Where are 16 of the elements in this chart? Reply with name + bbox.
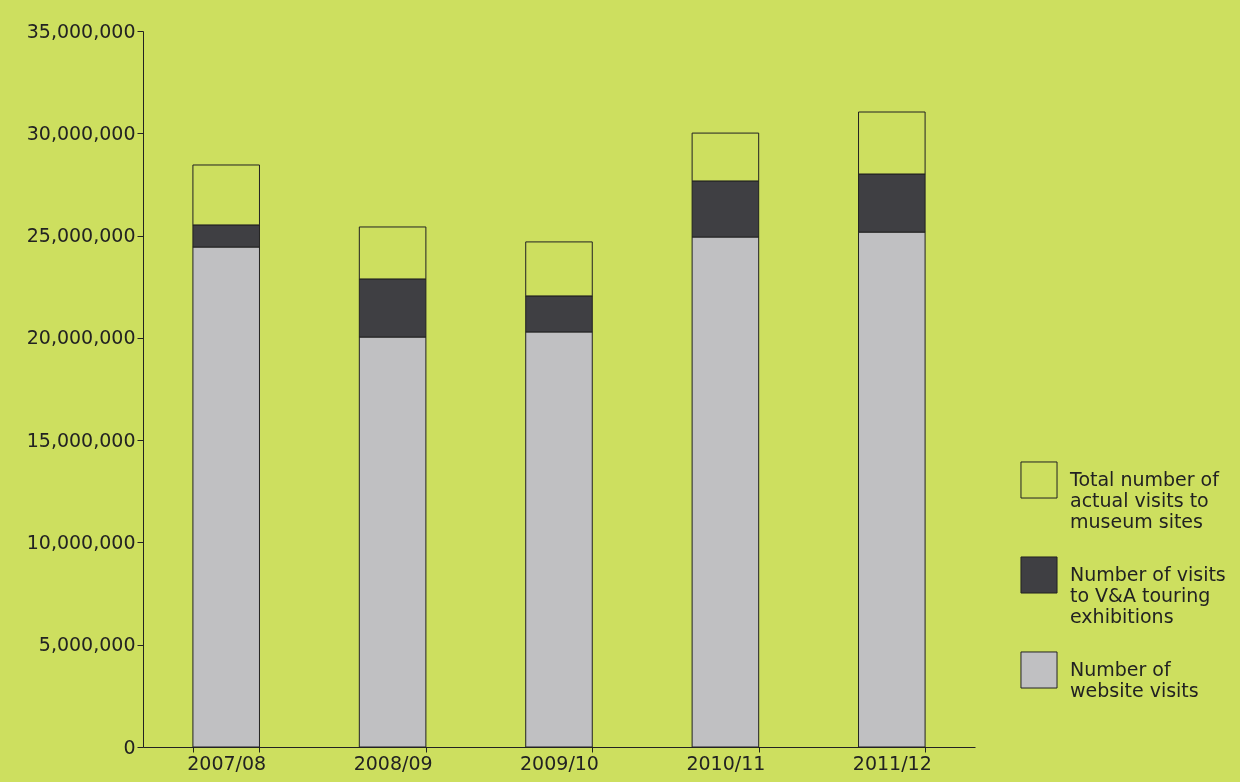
y-tick-label: 5,000,000 bbox=[38, 633, 136, 656]
x-tick-label: 2010/11 bbox=[686, 751, 766, 774]
x-tick-label: 2011/12 bbox=[852, 751, 932, 774]
y-tick-label: 20,000,000 bbox=[26, 326, 136, 349]
y-tick-label: 30,000,000 bbox=[26, 121, 136, 144]
legend-label: Number of website visits bbox=[1070, 658, 1199, 701]
y-tick-label: 15,000,000 bbox=[26, 428, 136, 451]
y-tick-label: 35,000,000 bbox=[26, 19, 136, 42]
legend-label: Total number of actual visits to museum sites bbox=[1069, 468, 1221, 532]
x-tick-label: 2008/09 bbox=[353, 751, 433, 774]
legend-label: Number of visits to V&A touring exhibitions bbox=[1070, 563, 1226, 627]
y-tick-label: 10,000,000 bbox=[26, 530, 136, 553]
y-tick-label: 25,000,000 bbox=[26, 224, 136, 247]
y-tick-label: 0 bbox=[123, 735, 136, 758]
x-tick-label: 2009/10 bbox=[520, 751, 599, 774]
x-tick-label: 2007/08 bbox=[187, 751, 267, 774]
